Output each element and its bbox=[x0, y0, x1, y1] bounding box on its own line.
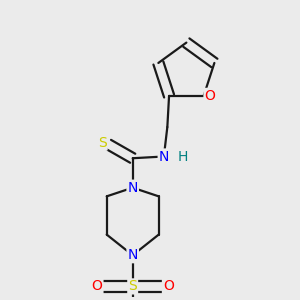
Text: N: N bbox=[159, 149, 169, 164]
Text: O: O bbox=[205, 89, 215, 103]
Text: S: S bbox=[128, 279, 137, 293]
Text: S: S bbox=[98, 136, 106, 150]
Text: N: N bbox=[128, 248, 138, 262]
Text: O: O bbox=[92, 279, 103, 293]
Text: N: N bbox=[128, 181, 138, 195]
Text: H: H bbox=[178, 149, 188, 164]
Text: O: O bbox=[163, 279, 174, 293]
